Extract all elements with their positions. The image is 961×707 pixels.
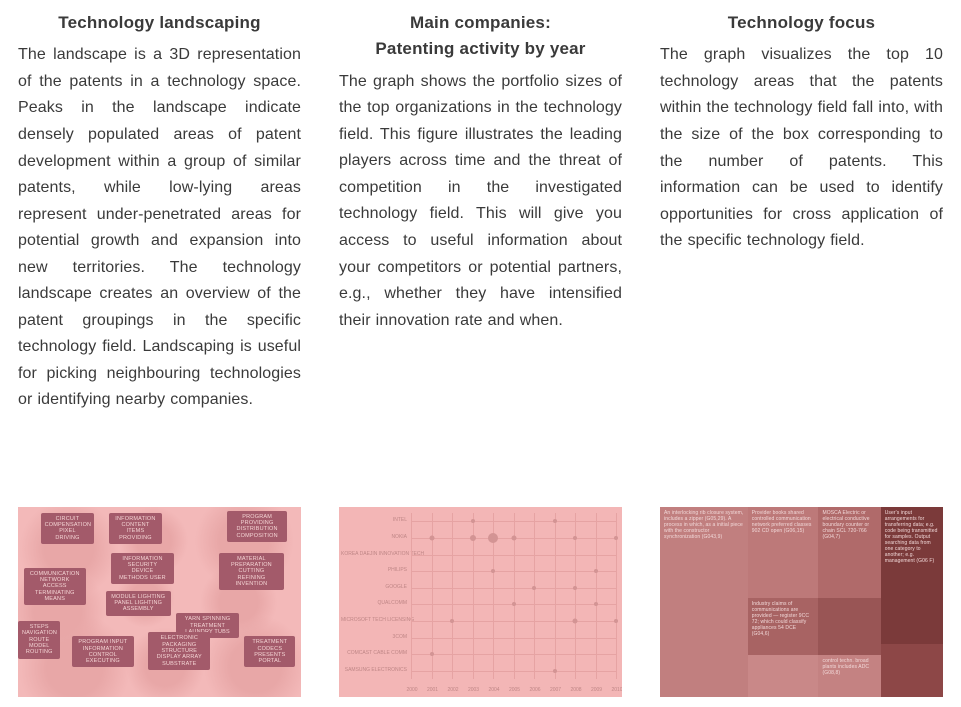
scatter-dot [430, 652, 434, 656]
thumb-container: CIRCUIT COMPENSATION PIXEL DRIVING INFORM… [18, 489, 301, 697]
treemap-cell [881, 644, 943, 697]
scatter-dot [512, 602, 516, 606]
column-title: Technology focus [660, 10, 943, 36]
landscape-label: PROGRAM PROVIDING DISTRIBUTION COMPOSITI… [227, 511, 286, 542]
treemap-thumb: An interlocking rib closure system, incl… [660, 507, 943, 697]
scatter-col-label: 2000 [402, 687, 422, 693]
treemap-cell [818, 598, 880, 655]
treemap-cell: Industry claims of communications are pr… [748, 598, 819, 655]
scatter-row-label: NOKIA [341, 534, 407, 540]
scatter-dot [594, 569, 598, 573]
scatter-row-label: SAMSUNG ELECTRONICS [341, 667, 407, 673]
landscape-label: MATERIAL PREPARATION CUTTING REFINING IN… [219, 553, 284, 591]
treemap-column: User's input arrangements for transferri… [881, 507, 943, 697]
scatter-dot [511, 535, 516, 540]
scatter-col-label: 2004 [484, 687, 504, 693]
scatter-row-label: 3COM [341, 634, 407, 640]
scatter-col-label: 2006 [525, 687, 545, 693]
scatter-dot [573, 536, 577, 540]
title-line: Technology focus [728, 13, 875, 32]
scatter-col-label: 2001 [423, 687, 443, 693]
scatter-col-label: 2008 [566, 687, 586, 693]
title-line: Main companies: [410, 13, 551, 32]
scatter-dot [594, 602, 598, 606]
scatter-col: 2007 [555, 513, 556, 679]
column-title: Main companies: Patenting activity by ye… [339, 10, 622, 63]
title-line: Patenting activity by year [375, 39, 585, 58]
scatter-col: 2006 [534, 513, 535, 679]
landscape-label: TREATMENT CODECS PRESENTS PORTAL [244, 636, 295, 667]
treemap-cell: Provider books shared controlled communi… [748, 507, 819, 598]
title-line: Technology landscaping [58, 13, 260, 32]
column-body: The graph visualizes the top 10 technolo… [660, 42, 943, 254]
scatter-dot [573, 618, 578, 623]
scatter-col-label: 2005 [505, 687, 525, 693]
thumb-container: INTEL NOKIA KOREA DAEJIN INNOVATION TECH PH… [339, 489, 622, 697]
treemap-column: An interlocking rib closure system, incl… [660, 507, 748, 697]
treemap-column: Provider books shared controlled communi… [748, 507, 819, 697]
scatter-col: 2000 [411, 513, 412, 679]
landscape-label: MODULE LIGHTING PANEL LIGHTING ASSEMBLY [106, 591, 171, 616]
scatter-col-label: 2009 [587, 687, 607, 693]
column-technology-landscaping: Technology landscaping The landscape is … [18, 10, 301, 697]
scatter-row-label: GOOGLE [341, 584, 407, 590]
landscape-thumb: CIRCUIT COMPENSATION PIXEL DRIVING INFORM… [18, 507, 301, 697]
column-main-companies: Main companies: Patenting activity by ye… [339, 10, 622, 697]
scatter-dot [573, 586, 577, 590]
landscape-label: PROGRAM INPUT INFORMATION CONTROL EXECUT… [72, 636, 134, 667]
scatter-dot [429, 535, 434, 540]
scatter-dot [491, 569, 495, 573]
scatter-dot [488, 533, 498, 543]
treemap-cell: An interlocking rib closure system, incl… [660, 507, 748, 697]
landscape-label: ELECTRONIC PACKAGING STRUCTURE DISPLAY A… [148, 632, 210, 670]
treemap: An interlocking rib closure system, incl… [660, 507, 943, 697]
scatter-col-label: 2007 [546, 687, 566, 693]
scatter-row-label: MICROSOFT TECH LICENSING [341, 617, 407, 623]
scatter-row-label: KOREA DAEJIN INNOVATION TECH [341, 551, 407, 557]
column-title: Technology landscaping [18, 10, 301, 36]
scatter-row-label: INTEL [341, 517, 407, 523]
treemap-cell [748, 655, 819, 697]
treemap-cell: MOSCA Electric or electrical conductive … [818, 507, 880, 598]
scatter-dot [470, 535, 476, 541]
treemap-column: MOSCA Electric or electrical conductive … [818, 507, 880, 697]
landscape-label: COMMUNICATION NETWORK ACCESS TERMINATING… [24, 568, 86, 606]
scatter-row-label: COMCAST CABLE COMM [341, 650, 407, 656]
scatter-dot [532, 586, 536, 590]
landscape-label: STEPS NAVIGATION ROUTE MODEL ROUTING [18, 621, 60, 659]
scatter-thumb: INTEL NOKIA KOREA DAEJIN INNOVATION TECH PH… [339, 507, 622, 697]
thumb-container: An interlocking rib closure system, incl… [660, 489, 943, 697]
landscape-label: INFORMATION SECURITY DEVICE METHODS USER [111, 553, 173, 584]
scatter-col-label: 2010 [607, 687, 622, 693]
columns-container: Technology landscaping The landscape is … [18, 10, 943, 697]
scatter-dot [614, 536, 618, 540]
scatter-row-label: QUALCOMM [341, 600, 407, 606]
scatter-grid: INTELNOKIAKOREA DAEJIN INNOVATION TECHPH… [411, 513, 616, 679]
scatter-dot [614, 619, 618, 623]
column-body: The graph shows the portfolio sizes of t… [339, 69, 622, 334]
column-technology-focus: Technology focus The graph visualizes th… [660, 10, 943, 697]
scatter-dot [471, 519, 475, 523]
landscape-label: INFORMATION CONTENT ITEMS PROVIDING [109, 513, 163, 544]
treemap-cell: control techn. broad plants includes ADC… [818, 655, 880, 697]
scatter-col-label: 2003 [464, 687, 484, 693]
landscape-label: CIRCUIT COMPENSATION PIXEL DRIVING [41, 513, 95, 544]
scatter-col-label: 2002 [443, 687, 463, 693]
treemap-cell: User's input arrangements for transferri… [881, 507, 943, 644]
scatter-dot [450, 619, 454, 623]
scatter-row-label: PHILIPS [341, 567, 407, 573]
column-body: The landscape is a 3D representation of … [18, 42, 301, 414]
scatter-dot [553, 519, 557, 523]
scatter-col: 2009 [596, 513, 597, 679]
scatter-col: 2002 [452, 513, 453, 679]
scatter-dot [553, 669, 557, 673]
